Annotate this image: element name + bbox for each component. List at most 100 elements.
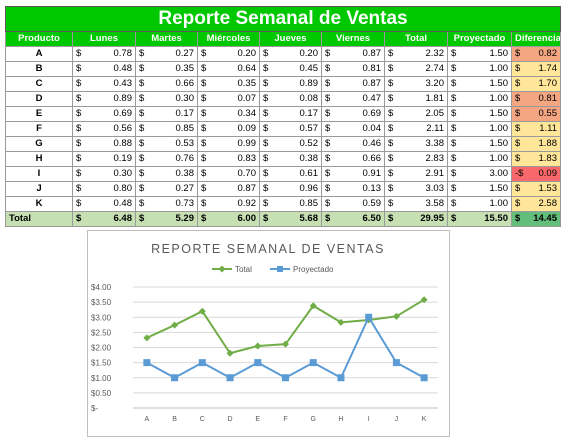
header-jueves[interactable]: Jueves — [259, 31, 322, 47]
header-producto[interactable]: Producto — [5, 31, 73, 47]
martes-cell[interactable]: $0.27 — [135, 46, 198, 62]
diferencia-cell[interactable]: $0.82 — [511, 46, 561, 62]
totals-cell[interactable]: $6.48 — [72, 211, 136, 227]
header-total[interactable]: Total — [384, 31, 448, 47]
product-cell[interactable]: H — [5, 151, 73, 167]
jueves-cell[interactable]: $0.85 — [259, 196, 322, 212]
totals-cell[interactable]: $6.00 — [197, 211, 260, 227]
product-cell[interactable]: E — [5, 106, 73, 122]
martes-cell[interactable]: $0.38 — [135, 166, 198, 182]
viernes-cell[interactable]: $0.87 — [321, 46, 385, 62]
diferencia-cell[interactable]: $1.74 — [511, 61, 561, 77]
miercoles-cell[interactable]: $0.09 — [197, 121, 260, 137]
product-cell[interactable]: A — [5, 46, 73, 62]
jueves-cell[interactable]: $0.96 — [259, 181, 322, 197]
viernes-cell[interactable]: $0.59 — [321, 196, 385, 212]
lunes-cell[interactable]: $0.80 — [72, 181, 136, 197]
diferencia-cell[interactable]: $1.53 — [511, 181, 561, 197]
header-viernes[interactable]: Viernes — [321, 31, 385, 47]
jueves-cell[interactable]: $0.57 — [259, 121, 322, 137]
martes-cell[interactable]: $0.66 — [135, 76, 198, 92]
header-lunes[interactable]: Lunes — [72, 31, 136, 47]
viernes-cell[interactable]: $0.69 — [321, 106, 385, 122]
lunes-cell[interactable]: $0.69 — [72, 106, 136, 122]
total-cell[interactable]: $3.20 — [384, 76, 448, 92]
total-cell[interactable]: $2.83 — [384, 151, 448, 167]
diferencia-cell[interactable]: $1.70 — [511, 76, 561, 92]
product-cell[interactable]: K — [5, 196, 73, 212]
miercoles-cell[interactable]: $0.64 — [197, 61, 260, 77]
product-cell[interactable]: B — [5, 61, 73, 77]
total-cell[interactable]: $2.11 — [384, 121, 448, 137]
proyectado-cell[interactable]: $1.00 — [447, 61, 512, 77]
miercoles-cell[interactable]: $0.99 — [197, 136, 260, 152]
martes-cell[interactable]: $0.76 — [135, 151, 198, 167]
report-title[interactable]: Reporte Semanal de Ventas — [5, 6, 561, 32]
viernes-cell[interactable]: $0.47 — [321, 91, 385, 107]
totals-cell[interactable]: $15.50 — [447, 211, 512, 227]
viernes-cell[interactable]: $0.04 — [321, 121, 385, 137]
jueves-cell[interactable]: $0.20 — [259, 46, 322, 62]
viernes-cell[interactable]: $0.81 — [321, 61, 385, 77]
jueves-cell[interactable]: $0.52 — [259, 136, 322, 152]
proyectado-cell[interactable]: $1.50 — [447, 46, 512, 62]
miercoles-cell[interactable]: $0.35 — [197, 76, 260, 92]
totals-cell[interactable]: $6.50 — [321, 211, 385, 227]
product-cell[interactable]: J — [5, 181, 73, 197]
total-cell[interactable]: $2.05 — [384, 106, 448, 122]
lunes-cell[interactable]: $0.89 — [72, 91, 136, 107]
totals-label[interactable]: Total — [5, 211, 73, 227]
proyectado-cell[interactable]: $1.50 — [447, 181, 512, 197]
diferencia-cell[interactable]: -$ 0.09 — [511, 166, 561, 182]
diferencia-cell[interactable]: $1.11 — [511, 121, 561, 137]
header-diferencia[interactable]: Diferencia — [511, 31, 561, 47]
totals-cell[interactable]: $5.68 — [259, 211, 322, 227]
miercoles-cell[interactable]: $0.70 — [197, 166, 260, 182]
totals-cell[interactable]: $29.95 — [384, 211, 448, 227]
lunes-cell[interactable]: $0.43 — [72, 76, 136, 92]
martes-cell[interactable]: $0.53 — [135, 136, 198, 152]
totals-cell[interactable]: $14.45 — [511, 211, 561, 227]
martes-cell[interactable]: $0.30 — [135, 91, 198, 107]
total-cell[interactable]: $1.81 — [384, 91, 448, 107]
total-cell[interactable]: $2.32 — [384, 46, 448, 62]
total-cell[interactable]: $3.58 — [384, 196, 448, 212]
martes-cell[interactable]: $0.35 — [135, 61, 198, 77]
martes-cell[interactable]: $0.27 — [135, 181, 198, 197]
lunes-cell[interactable]: $0.56 — [72, 121, 136, 137]
jueves-cell[interactable]: $0.08 — [259, 91, 322, 107]
proyectado-cell[interactable]: $1.00 — [447, 196, 512, 212]
miercoles-cell[interactable]: $0.07 — [197, 91, 260, 107]
miercoles-cell[interactable]: $0.83 — [197, 151, 260, 167]
proyectado-cell[interactable]: $1.00 — [447, 151, 512, 167]
jueves-cell[interactable]: $0.61 — [259, 166, 322, 182]
viernes-cell[interactable]: $0.46 — [321, 136, 385, 152]
product-cell[interactable]: I — [5, 166, 73, 182]
viernes-cell[interactable]: $0.66 — [321, 151, 385, 167]
diferencia-cell[interactable]: $0.81 — [511, 91, 561, 107]
miercoles-cell[interactable]: $0.34 — [197, 106, 260, 122]
miercoles-cell[interactable]: $0.20 — [197, 46, 260, 62]
totals-cell[interactable]: $5.29 — [135, 211, 198, 227]
viernes-cell[interactable]: $0.87 — [321, 76, 385, 92]
jueves-cell[interactable]: $0.17 — [259, 106, 322, 122]
jueves-cell[interactable]: $0.89 — [259, 76, 322, 92]
lunes-cell[interactable]: $0.30 — [72, 166, 136, 182]
total-cell[interactable]: $3.38 — [384, 136, 448, 152]
lunes-cell[interactable]: $0.19 — [72, 151, 136, 167]
miercoles-cell[interactable]: $0.92 — [197, 196, 260, 212]
proyectado-cell[interactable]: $1.00 — [447, 91, 512, 107]
viernes-cell[interactable]: $0.91 — [321, 166, 385, 182]
martes-cell[interactable]: $0.73 — [135, 196, 198, 212]
diferencia-cell[interactable]: $1.83 — [511, 151, 561, 167]
proyectado-cell[interactable]: $1.00 — [447, 121, 512, 137]
product-cell[interactable]: D — [5, 91, 73, 107]
diferencia-cell[interactable]: $0.55 — [511, 106, 561, 122]
viernes-cell[interactable]: $0.13 — [321, 181, 385, 197]
martes-cell[interactable]: $0.85 — [135, 121, 198, 137]
total-cell[interactable]: $3.03 — [384, 181, 448, 197]
header-proyectado[interactable]: Proyectado — [447, 31, 512, 47]
total-cell[interactable]: $2.91 — [384, 166, 448, 182]
martes-cell[interactable]: $0.17 — [135, 106, 198, 122]
sales-line-chart[interactable]: REPORTE SEMANAL DE VENTAS Total Proyectad… — [87, 230, 450, 437]
